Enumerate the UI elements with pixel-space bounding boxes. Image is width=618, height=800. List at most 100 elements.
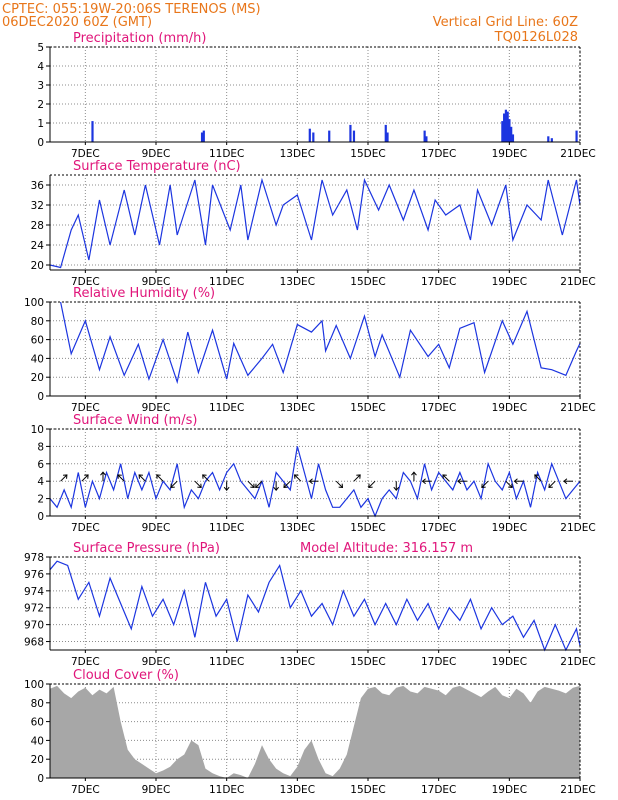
wind-arrow [308,478,319,485]
x-tick-label: 21DEC [560,522,595,534]
chart-panels: Precipitation (mm/h) 0 1 2 3 4 5 7DEC 9DEC 11DEC 1… [24,31,596,796]
wind-arrow-shaft [442,474,450,482]
x-tick-label: 13DEC [280,402,315,414]
wind-arrow-head [508,483,513,489]
wind-arrow [421,478,432,485]
x-tick-label: 7DEC [71,402,100,414]
x-tick-label: 17DEC [421,402,456,414]
panel-5: Surface Pressure (hPa) Model Altitude: 31… [24,541,596,668]
x-tick-label: 15DEC [350,784,385,796]
precip-bar [575,130,578,142]
wind-arrow-head [138,474,143,479]
wind-arrow-shaft [335,480,343,488]
precip-bar [312,132,315,142]
wind-arrow-head [457,478,462,485]
x-tick-label: 11DEC [209,276,244,288]
wind-arrow [563,478,573,485]
wind-arrow-shaft [548,480,556,488]
panel-title: Precipitation (mm/h) [73,31,206,46]
x-tick-label: 19DEC [492,522,527,534]
wind-arrow [283,480,291,489]
x-tick-label: 7DEC [71,148,100,160]
wind-arrow-shaft [202,474,210,482]
precip-bar [200,132,204,142]
y-tick-label: 0 [37,137,44,149]
y-tick-label: 40 [31,353,44,365]
wind-arrow-head [117,474,122,479]
x-tick-label: 17DEC [421,656,456,668]
precip-bar [503,113,506,142]
x-tick-label: 15DEC [350,402,385,414]
wind-arrow-head [223,486,230,491]
precip-bar [547,136,550,142]
y-tick-label: 40 [31,735,44,747]
panel-title: Cloud Cover (%) [73,668,179,683]
wind-arrow-shaft [156,474,164,482]
precip-bar [508,119,511,142]
wind-arrow [223,481,230,491]
y-tick-label: 24 [31,240,45,252]
y-tick-label: 0 [37,773,44,785]
x-tick-label: 15DEC [350,656,385,668]
wind-arrow-head [100,471,106,476]
y-tick-label: 28 [31,220,44,232]
y-tick-label: 80 [31,698,44,710]
wind-arrow-head [338,483,344,489]
precip-bar [550,138,553,142]
y-tick-label: 970 [24,620,44,632]
x-tick-label: 7DEC [71,656,100,668]
precip-bar [384,124,387,142]
x-tick-label: 21DEC [560,656,595,668]
x-tick-label: 19DEC [492,784,527,796]
wind-arrow-head [356,474,361,479]
y-tick-label: 80 [31,316,44,328]
y-tick-label: 6 [37,459,44,471]
panel-1: Precipitation (mm/h) 0 1 2 3 4 5 7DEC 9DEC 11DEC 1… [37,31,595,160]
y-tick-label: 100 [24,297,44,309]
header-datetime: 06DEC2020 60Z (GMT) [2,15,152,30]
y-tick-label: 60 [31,335,44,347]
x-tick-label: 13DEC [280,522,315,534]
wind-arrow [534,474,542,482]
wind-arrow [247,480,255,489]
wind-arrow [548,480,556,489]
precip-bar [349,124,352,142]
wind-arrow-shaft [294,474,302,482]
wind-arrow [156,474,164,482]
x-tick-label: 9DEC [142,276,171,288]
x-tick-label: 17DEC [421,148,456,160]
wind-arrow-head [283,483,288,489]
header-model-code: TQ0126L028 [494,30,578,45]
x-tick-label: 21DEC [560,148,595,160]
wind-arrow [393,481,400,491]
wind-arrow-head [442,474,447,479]
wind-arrow-shaft [255,480,263,488]
panel-3: Relative Humidity (%) 0 20 40 60 80 100 7DEC 9DE… [24,286,596,414]
y-tick-label: 974 [24,586,44,598]
y-tick-label: 2 [37,99,44,111]
wind-arrow-head [63,474,68,479]
x-tick-label: 19DEC [492,148,527,160]
x-tick-label: 13DEC [280,148,315,160]
x-tick-label: 19DEC [492,656,527,668]
panel-title: Surface Pressure (hPa) [73,541,220,556]
wind-arrow [481,480,489,489]
y-tick-label: 1 [37,118,44,130]
wind-arrow-shaft [481,480,489,488]
wind-arrow-head [202,474,207,479]
y-tick-label: 60 [31,717,44,729]
x-tick-label: 11DEC [209,402,244,414]
wind-arrow [202,474,210,482]
wind-arrow-head [534,474,539,479]
panel-title: Relative Humidity (%) [73,286,215,301]
series-line [60,301,581,385]
wind-arrow [138,474,146,482]
wind-arrow-head [411,471,417,476]
precip-bar [425,136,428,142]
y-tick-label: 0 [37,511,44,523]
y-tick-label: 0 [37,391,44,403]
wind-arrow [353,474,361,482]
wind-arrow-head [308,478,313,485]
wind-arrow [513,478,524,485]
